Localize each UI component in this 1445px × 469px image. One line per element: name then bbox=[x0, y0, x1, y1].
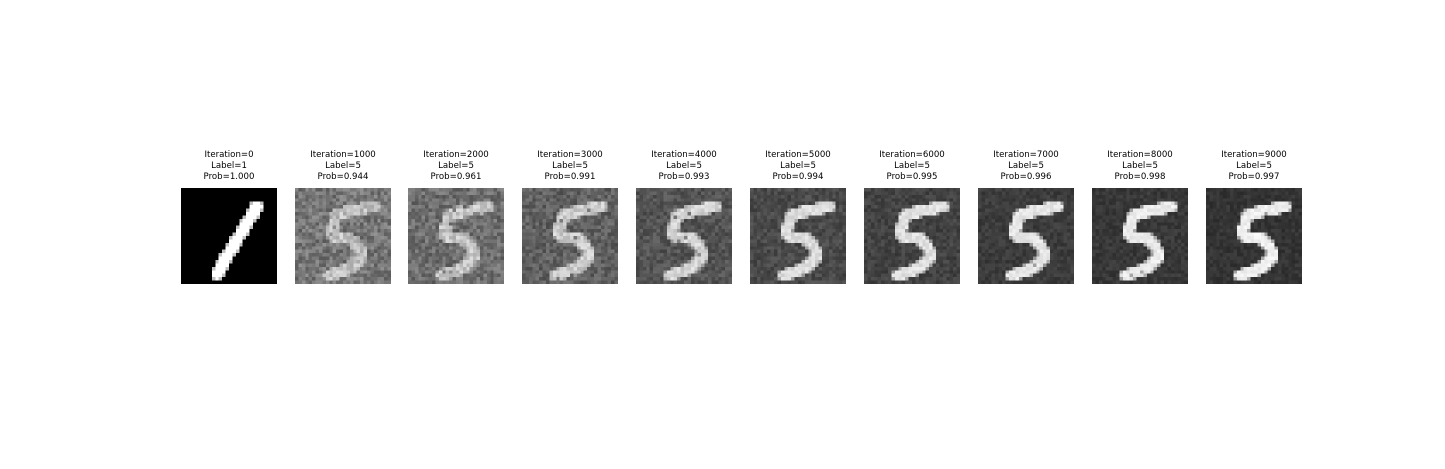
panel-label-text: Label=5 bbox=[1008, 161, 1044, 171]
digit-image bbox=[295, 188, 391, 284]
panel-prob-text: Prob=0.993 bbox=[658, 172, 710, 182]
panel-title: Iteration=0 Label=1 Prob=1.000 bbox=[161, 150, 297, 183]
panel-title: Iteration=4000 Label=5 Prob=0.993 bbox=[616, 150, 752, 183]
panel-label-text: Label=5 bbox=[780, 161, 816, 171]
panel-prob-text: Prob=0.994 bbox=[772, 172, 824, 182]
panel-iteration-text: Iteration=9000 bbox=[1221, 150, 1287, 160]
panel-prob-text: Prob=0.961 bbox=[430, 172, 482, 182]
panel-label-text: Label=5 bbox=[325, 161, 361, 171]
digit-image bbox=[1092, 188, 1188, 284]
panel-label-text: Label=5 bbox=[1236, 161, 1272, 171]
panel-title: Iteration=6000 Label=5 Prob=0.995 bbox=[844, 150, 980, 183]
panel-iteration-text: Iteration=3000 bbox=[537, 150, 603, 160]
digit-image bbox=[408, 188, 504, 284]
panel-iteration-text: Iteration=7000 bbox=[993, 150, 1059, 160]
panel-prob-text: Prob=0.997 bbox=[1228, 172, 1280, 182]
panel-title: Iteration=7000 Label=5 Prob=0.996 bbox=[958, 150, 1094, 183]
digit-image bbox=[864, 188, 960, 284]
digit-image bbox=[750, 188, 846, 284]
digit-image bbox=[978, 188, 1074, 284]
panel-iteration-text: Iteration=2000 bbox=[423, 150, 489, 160]
panel-title: Iteration=2000 Label=5 Prob=0.961 bbox=[388, 150, 524, 183]
panel-label-text: Label=5 bbox=[438, 161, 474, 171]
digit-image bbox=[522, 188, 618, 284]
panel-label-text: Label=1 bbox=[211, 161, 247, 171]
panel-title: Iteration=8000 Label=5 Prob=0.998 bbox=[1072, 150, 1208, 183]
panel-prob-text: Prob=0.998 bbox=[1114, 172, 1166, 182]
panel-label-text: Label=5 bbox=[552, 161, 588, 171]
panel-iteration-text: Iteration=1000 bbox=[310, 150, 376, 160]
panel-prob-text: Prob=0.995 bbox=[886, 172, 938, 182]
digit-image bbox=[1206, 188, 1302, 284]
panel-prob-text: Prob=1.000 bbox=[203, 172, 255, 182]
panel-prob-text: Prob=0.944 bbox=[317, 172, 369, 182]
panel-iteration-text: Iteration=8000 bbox=[1107, 150, 1173, 160]
panel-prob-text: Prob=0.996 bbox=[1000, 172, 1052, 182]
panel-title: Iteration=9000 Label=5 Prob=0.997 bbox=[1186, 150, 1322, 183]
panel-label-text: Label=5 bbox=[666, 161, 702, 171]
panel-label-text: Label=5 bbox=[894, 161, 930, 171]
panel-iteration-text: Iteration=4000 bbox=[651, 150, 717, 160]
panel-prob-text: Prob=0.991 bbox=[544, 172, 596, 182]
digit-image bbox=[181, 188, 277, 284]
panel-iteration-text: Iteration=6000 bbox=[879, 150, 945, 160]
panel-iteration-text: Iteration=0 bbox=[204, 150, 254, 160]
panel-iteration-text: Iteration=5000 bbox=[765, 150, 831, 160]
panel-label-text: Label=5 bbox=[1122, 161, 1158, 171]
panel-title: Iteration=1000 Label=5 Prob=0.944 bbox=[275, 150, 411, 183]
panel-title: Iteration=5000 Label=5 Prob=0.994 bbox=[730, 150, 866, 183]
digit-image bbox=[636, 188, 732, 284]
panel-title: Iteration=3000 Label=5 Prob=0.991 bbox=[502, 150, 638, 183]
